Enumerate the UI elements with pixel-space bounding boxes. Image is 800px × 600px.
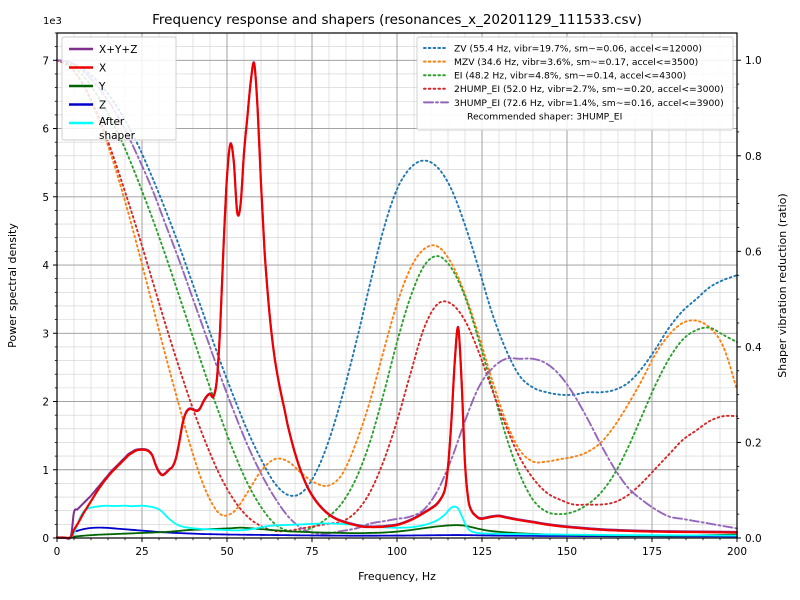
recommended-shaper-label: Recommended shaper: 3HUMP_EI bbox=[467, 111, 622, 122]
y-tick-label-left: 0 bbox=[42, 533, 49, 545]
y-axis-label-right: Shaper vibration reduction (ratio) bbox=[776, 193, 789, 377]
y-tick-label-left: 1 bbox=[42, 465, 49, 477]
x-tick-label: 100 bbox=[387, 546, 407, 558]
y-tick-label-right: 0.0 bbox=[745, 533, 762, 545]
psd-legend: X+Y+Z XYZ After shaper bbox=[61, 36, 177, 142]
psd-legend-label-4: After bbox=[99, 116, 125, 128]
psd-legend-label-0: X+Y+Z bbox=[99, 44, 137, 56]
y-tick-label-left: 6 bbox=[42, 124, 49, 136]
shaper-curve-ei bbox=[56, 59, 738, 533]
psd-legend-label-4-cont: shaper bbox=[99, 130, 136, 142]
x-tick-label: 125 bbox=[472, 546, 492, 558]
psd-legend-label-1: X bbox=[99, 63, 106, 75]
x-tick-label: 0 bbox=[54, 546, 61, 558]
shaper-curve-zv bbox=[56, 59, 738, 497]
x-tick-label: 25 bbox=[135, 546, 148, 558]
x-tick-label: 75 bbox=[305, 546, 318, 558]
page-title: Frequency response and shapers (resonanc… bbox=[152, 12, 642, 28]
shaper-legend-label-2: EI (48.2 Hz, vibr=4.8%, sm~=0.14, accel<… bbox=[454, 71, 686, 82]
shaper-legend: ZV (55.4 Hz, vibr=19.7%, sm~=0.06, accel… bbox=[416, 36, 734, 131]
x-axis-label: Frequency, Hz bbox=[358, 570, 436, 583]
psd-legend-label-3: Z bbox=[99, 100, 106, 112]
x-tick-label: 150 bbox=[557, 546, 577, 558]
y-tick-label-left: 3 bbox=[42, 328, 49, 340]
psd-curve-z bbox=[56, 526, 738, 540]
shaper-legend-box bbox=[416, 36, 734, 131]
y-tick-label-right: 0.6 bbox=[745, 246, 762, 258]
x-tick-label: 200 bbox=[727, 546, 747, 558]
shaper-curve-3hump_ei bbox=[56, 59, 738, 535]
shaper-legend-label-3: 2HUMP_EI (52.0 Hz, vibr=2.7%, sm~=0.20, … bbox=[454, 84, 724, 95]
y-tick-label-right: 1.0 bbox=[745, 55, 762, 67]
psd-legend-box bbox=[61, 36, 177, 141]
shaper-legend-label-1: MZV (34.6 Hz, vibr=3.6%, sm~=0.17, accel… bbox=[454, 57, 698, 68]
y-tick-label-left: 7 bbox=[42, 55, 49, 67]
left-axis-exponent: 1e3 bbox=[43, 16, 62, 27]
y-tick-label-right: 0.8 bbox=[745, 151, 762, 163]
shaper-curve-2hump_ei bbox=[56, 59, 738, 533]
y-tick-label-right: 0.4 bbox=[745, 342, 762, 354]
x-tick-label: 175 bbox=[642, 546, 662, 558]
shaper-legend-label-0: ZV (55.4 Hz, vibr=19.7%, sm~=0.06, accel… bbox=[454, 43, 702, 54]
x-tick-label: 50 bbox=[220, 546, 233, 558]
y-tick-label-left: 4 bbox=[42, 260, 49, 272]
psd-curve-x bbox=[55, 61, 739, 540]
curves bbox=[55, 59, 739, 540]
shaper-legend-label-4: 3HUMP_EI (72.6 Hz, vibr=1.4%, sm~=0.16, … bbox=[454, 98, 724, 109]
psd-curve-after-shaper bbox=[56, 504, 738, 539]
shaper-curve-mzv bbox=[56, 59, 738, 517]
y-axis-label-left: Power spectral density bbox=[6, 223, 19, 348]
y-tick-label-left: 5 bbox=[42, 192, 49, 204]
y-tick-label-left: 2 bbox=[42, 397, 49, 409]
y-tick-label-right: 0.2 bbox=[745, 437, 762, 449]
psd-legend-label-2: Y bbox=[98, 81, 106, 93]
grid bbox=[56, 32, 738, 539]
